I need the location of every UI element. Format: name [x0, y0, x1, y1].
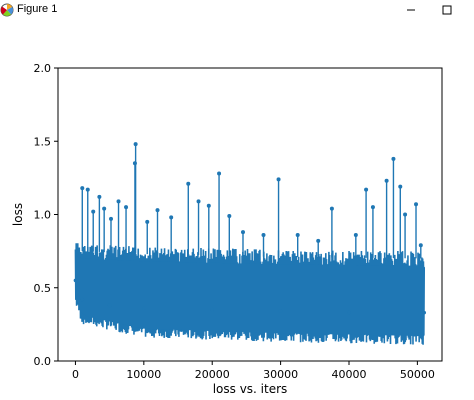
- y-tick-label: 0.0: [34, 355, 52, 368]
- minimize-icon: [407, 9, 415, 11]
- loss-spike-point: [414, 202, 419, 207]
- x-tick-label: 30000: [263, 368, 298, 381]
- loss-spike-point: [145, 219, 150, 224]
- loss-spike-point: [227, 213, 232, 218]
- loss-spike-point: [384, 178, 389, 183]
- x-axis-ticks: 0 10000 20000 30000 40000 50000: [72, 361, 435, 381]
- loss-point: [107, 303, 112, 308]
- loss-spike-point: [133, 142, 138, 147]
- loss-spike-point: [217, 171, 222, 176]
- x-tick-label: 50000: [400, 368, 435, 381]
- x-axis-label: loss vs. iters: [213, 382, 288, 396]
- window-title: Figure 1: [17, 3, 58, 15]
- loss-point: [347, 310, 351, 315]
- x-tick-label: 20000: [195, 368, 230, 381]
- loss-spike-point: [276, 177, 281, 182]
- loss-spike-point: [206, 203, 211, 208]
- loss-spike-point: [132, 161, 137, 166]
- loss-point: [73, 278, 78, 283]
- y-axis-ticks: 0.0 0.5 1.0 1.5 2.0: [34, 62, 58, 368]
- loss-spike-point: [102, 206, 107, 211]
- maximize-button[interactable]: [432, 0, 462, 20]
- window-titlebar: Figure 1: [0, 0, 474, 22]
- loss-spike-point: [85, 187, 90, 192]
- x-tick-label: 40000: [331, 368, 366, 381]
- loss-point: [142, 306, 146, 311]
- loss-spike-point: [109, 216, 114, 221]
- loss-spike-point: [391, 156, 396, 161]
- loss-spike-point: [124, 205, 129, 210]
- loss-spike-point: [91, 209, 96, 214]
- loss-spike-point: [398, 184, 403, 189]
- loss-spike-point: [295, 233, 300, 238]
- loss-spike-point: [353, 233, 358, 238]
- loss-spike-point: [80, 186, 85, 191]
- loss-chart: 0 10000 20000 30000 40000 50000 0.0 0.5 1.0 1.5 2…: [11, 62, 443, 396]
- y-axis-label: loss: [11, 203, 25, 226]
- loss-spike-point: [418, 243, 423, 248]
- loss-spike-point: [196, 199, 201, 204]
- loss-spike-point: [116, 199, 121, 204]
- loss-spike-point: [261, 233, 266, 238]
- loss-spike-point: [370, 205, 375, 210]
- loss-spike-point: [169, 215, 174, 220]
- loss-point: [278, 309, 283, 313]
- maximize-icon: [442, 5, 452, 15]
- loss-density-band: [75, 255, 425, 337]
- minimize-button[interactable]: [396, 0, 426, 20]
- loss-spike-point: [329, 206, 334, 211]
- y-tick-label: 2.0: [34, 62, 52, 75]
- matplotlib-figure-icon: [0, 3, 14, 17]
- loss-point: [210, 307, 215, 312]
- loss-point: [80, 297, 85, 302]
- loss-spike-point: [403, 212, 408, 217]
- chart-data-layer: [73, 142, 427, 345]
- loss-spike-point: [97, 194, 102, 199]
- y-tick-label: 1.5: [34, 135, 52, 148]
- loss-spike-point: [186, 181, 191, 186]
- x-tick-label: 10000: [126, 368, 161, 381]
- y-tick-label: 1.0: [34, 209, 52, 222]
- loss-spike-point: [240, 230, 245, 235]
- loss-spike-point: [155, 208, 160, 213]
- x-tick-label: 0: [72, 368, 79, 381]
- loss-point: [422, 310, 427, 315]
- loss-spike-point: [364, 187, 369, 192]
- loss-spike-point: [316, 238, 321, 243]
- y-tick-label: 0.5: [34, 282, 52, 295]
